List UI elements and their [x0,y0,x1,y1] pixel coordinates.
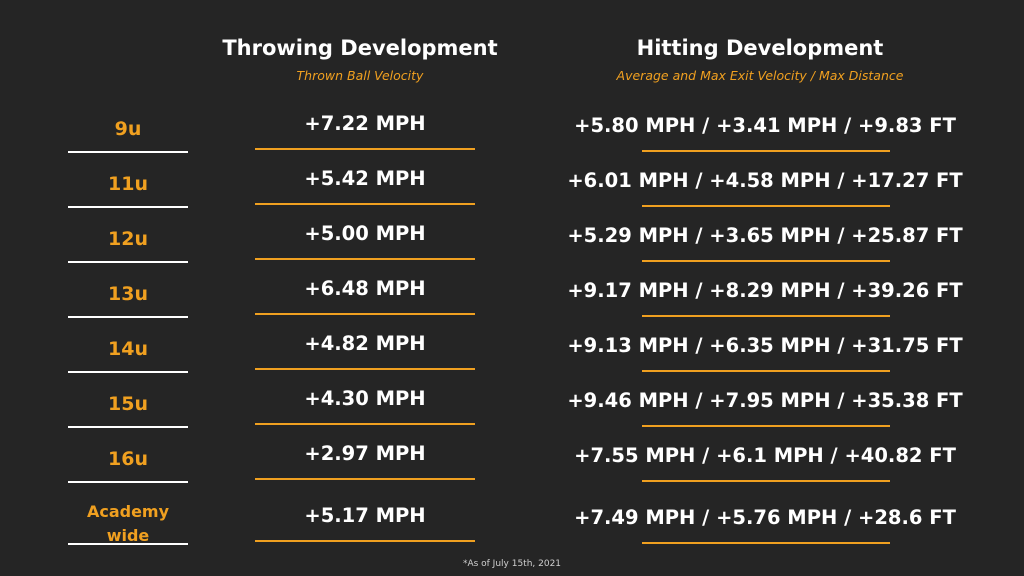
hitting-divider [642,315,890,317]
hitting-value: +5.80 MPH / +3.41 MPH / +9.83 FT [574,114,956,137]
hitting-divider [642,370,890,372]
throwing-divider [255,540,475,542]
hitting-divider [642,150,890,152]
hitting-value: +9.13 MPH / +6.35 MPH / +31.75 FT [567,334,963,357]
age-divider [68,316,188,318]
table-row: 16u +2.97 MPH +7.55 MPH / +6.1 MPH / +40… [0,440,1024,495]
age-divider [68,206,188,208]
age-group-label: 14u [108,338,148,360]
age-group-label: 13u [108,283,148,305]
throwing-divider [255,423,475,425]
age-group-label: 9u [114,118,142,140]
throwing-divider [255,368,475,370]
throwing-title: Throwing Development [222,36,498,60]
throwing-value: +5.00 MPH [304,222,426,245]
age-group-label: 15u [108,393,148,415]
throwing-value: +6.48 MPH [304,277,426,300]
age-divider [68,481,188,483]
age-group-label: 12u [108,228,148,250]
footnote: *As of July 15th, 2021 [462,559,562,569]
throwing-value: +2.97 MPH [304,442,426,465]
table-row: 15u +4.30 MPH +9.46 MPH / +7.95 MPH / +3… [0,385,1024,440]
hitting-value: +5.29 MPH / +3.65 MPH / +25.87 FT [567,224,963,247]
age-divider [68,543,188,545]
hitting-value: +9.17 MPH / +8.29 MPH / +39.26 FT [567,279,963,302]
age-group-label: 16u [108,448,148,470]
throwing-value: +4.30 MPH [304,387,426,410]
hitting-subtitle: Average and Max Exit Velocity / Max Dist… [616,68,904,83]
throwing-value: +5.17 MPH [304,504,426,527]
table-row: Academy wide +5.17 MPH +7.49 MPH / +5.76… [0,502,1024,557]
age-divider [68,151,188,153]
hitting-divider [642,205,890,207]
throwing-value: +5.42 MPH [304,167,426,190]
hitting-divider [642,425,890,427]
hitting-divider [642,542,890,544]
throwing-divider [255,313,475,315]
throwing-value: +4.82 MPH [304,332,426,355]
table-row: 12u +5.00 MPH +5.29 MPH / +3.65 MPH / +2… [0,220,1024,275]
throwing-subtitle: Thrown Ball Velocity [296,68,424,83]
table-row: 9u +7.22 MPH +5.80 MPH / +3.41 MPH / +9.… [0,110,1024,165]
throwing-divider [255,258,475,260]
age-group-label: Academy wide [86,502,170,545]
throwing-divider [255,203,475,205]
table-row: 11u +5.42 MPH +6.01 MPH / +4.58 MPH / +1… [0,165,1024,220]
throwing-divider [255,148,475,150]
age-group-label: 11u [108,173,148,195]
hitting-title: Hitting Development [636,36,884,60]
throwing-divider [255,478,475,480]
hitting-divider [642,260,890,262]
hitting-value: +7.55 MPH / +6.1 MPH / +40.82 FT [574,444,956,467]
age-divider [68,371,188,373]
age-divider [68,426,188,428]
age-divider [68,261,188,263]
hitting-value: +6.01 MPH / +4.58 MPH / +17.27 FT [567,169,963,192]
throwing-value: +7.22 MPH [304,112,426,135]
hitting-value: +9.46 MPH / +7.95 MPH / +35.38 FT [567,389,963,412]
hitting-value: +7.49 MPH / +5.76 MPH / +28.6 FT [574,506,956,529]
hitting-divider [642,480,890,482]
table-row: 14u +4.82 MPH +9.13 MPH / +6.35 MPH / +3… [0,330,1024,385]
table-row: 13u +6.48 MPH +9.17 MPH / +8.29 MPH / +3… [0,275,1024,330]
